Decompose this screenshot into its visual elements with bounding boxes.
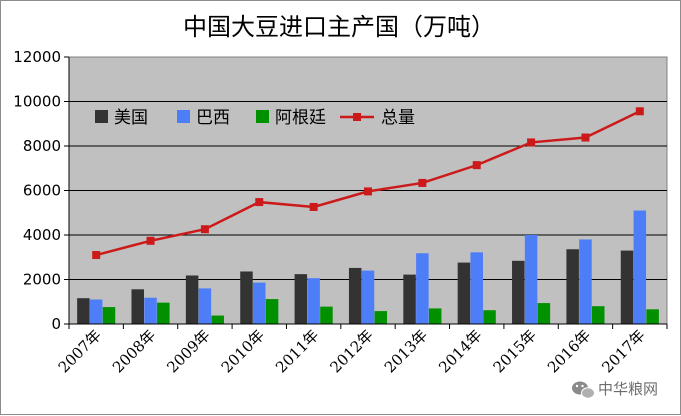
chart-title: 中国大豆进口主产国（万吨） — [183, 13, 495, 41]
bar-美国-2007年 — [77, 298, 90, 324]
bar-阿根廷-2016年 — [592, 306, 605, 324]
legend-label-美国: 美国 — [114, 108, 148, 128]
bar-美国-2011年 — [294, 274, 308, 324]
bar-美国-2017年 — [620, 250, 634, 324]
bar-阿根廷-2010年 — [265, 299, 279, 324]
bar-阿根廷-2007年 — [102, 307, 116, 324]
x-tick-label: 2010年 — [218, 326, 268, 376]
legend-label-总量: 总量 — [381, 108, 415, 128]
legend-swatch-阿根廷 — [256, 110, 269, 123]
marker-总量-2014年 — [472, 161, 481, 170]
bar-巴西-2008年 — [144, 297, 157, 324]
y-tick-label: 0 — [51, 315, 61, 333]
legend-marker-总量 — [353, 113, 361, 121]
bar-巴西-2014年 — [470, 252, 483, 324]
bar-巴西-2012年 — [361, 270, 375, 324]
x-tick-label: 2015年 — [490, 326, 540, 376]
x-tick-label: 2016年 — [544, 326, 594, 376]
bar-巴西-2016年 — [579, 239, 592, 324]
marker-总量-2009年 — [200, 225, 209, 234]
marker-总量-2008年 — [146, 236, 155, 245]
bar-阿根廷-2009年 — [211, 315, 224, 324]
bar-巴西-2010年 — [253, 282, 266, 324]
bar-美国-2014年 — [457, 262, 471, 324]
bar-巴西-2007年 — [89, 299, 103, 324]
bar-美国-2013年 — [403, 274, 416, 324]
x-tick-label: 2013年 — [381, 326, 431, 376]
x-tick-label: 2014年 — [435, 326, 485, 376]
x-tick-labels: 2007年 2008年 2009年 2010年 2011年 2012年 2013年 2014年… — [55, 326, 649, 376]
y-tick-label: 8000 — [23, 137, 61, 155]
y-tick-label: 2000 — [23, 271, 61, 289]
bar-阿根廷-2011年 — [320, 306, 333, 324]
legend-swatch-美国 — [95, 110, 108, 123]
x-tick-label: 2012年 — [326, 326, 376, 376]
bar-阿根廷-2015年 — [537, 303, 551, 324]
y-tick-labels: 0 2000 4000 6000 8000 10000 12000 — [13, 48, 69, 333]
bar-美国-2010年 — [240, 271, 253, 324]
bar-巴西-2013年 — [416, 253, 429, 324]
bar-阿根廷-2017年 — [646, 309, 659, 324]
x-tick-label: 2017年 — [598, 326, 648, 376]
y-tick-label: 6000 — [23, 182, 61, 200]
marker-总量-2007年 — [92, 251, 101, 260]
marker-总量-2013年 — [418, 178, 427, 187]
marker-总量-2011年 — [309, 202, 318, 211]
legend-swatch-巴西 — [177, 110, 190, 123]
bar-巴西-2017年 — [633, 210, 647, 324]
bar-巴西-2015年 — [524, 235, 538, 324]
marker-总量-2015年 — [527, 138, 536, 147]
x-tick-label: 2009年 — [163, 326, 213, 376]
x-tick-label: 2007年 — [55, 326, 105, 376]
bars — [77, 210, 659, 324]
wechat-icon — [572, 381, 595, 399]
legend-label-阿根廷: 阿根廷 — [275, 108, 326, 128]
y-tick-label: 4000 — [23, 226, 61, 244]
bar-美国-2009年 — [185, 275, 199, 324]
bar-美国-2015年 — [512, 260, 525, 324]
y-tick-label: 10000 — [13, 93, 61, 111]
bar-美国-2012年 — [348, 267, 362, 324]
bar-阿根廷-2008年 — [157, 302, 170, 324]
total-line — [92, 107, 644, 260]
bar-巴西-2009年 — [198, 288, 212, 324]
x-tick-label: 2011年 — [272, 326, 322, 376]
legend: 美国 巴西 阿根廷 总量 — [95, 108, 415, 128]
watermark: 中华粮网 — [572, 380, 658, 399]
y-tick-label: 12000 — [13, 48, 61, 66]
bar-巴西-2011年 — [307, 278, 320, 324]
bar-美国-2008年 — [131, 289, 144, 324]
bar-阿根廷-2014年 — [483, 310, 496, 324]
marker-总量-2012年 — [364, 187, 372, 196]
marker-总量-2010年 — [255, 198, 264, 207]
bar-美国-2016年 — [566, 249, 579, 324]
marker-总量-2017年 — [635, 107, 644, 116]
bar-阿根廷-2013年 — [428, 308, 442, 324]
bar-阿根廷-2012年 — [374, 311, 388, 324]
watermark-text: 中华粮网 — [598, 380, 658, 398]
legend-label-巴西: 巴西 — [196, 108, 230, 128]
marker-总量-2016年 — [581, 133, 590, 142]
x-tick-label: 2008年 — [109, 326, 159, 376]
